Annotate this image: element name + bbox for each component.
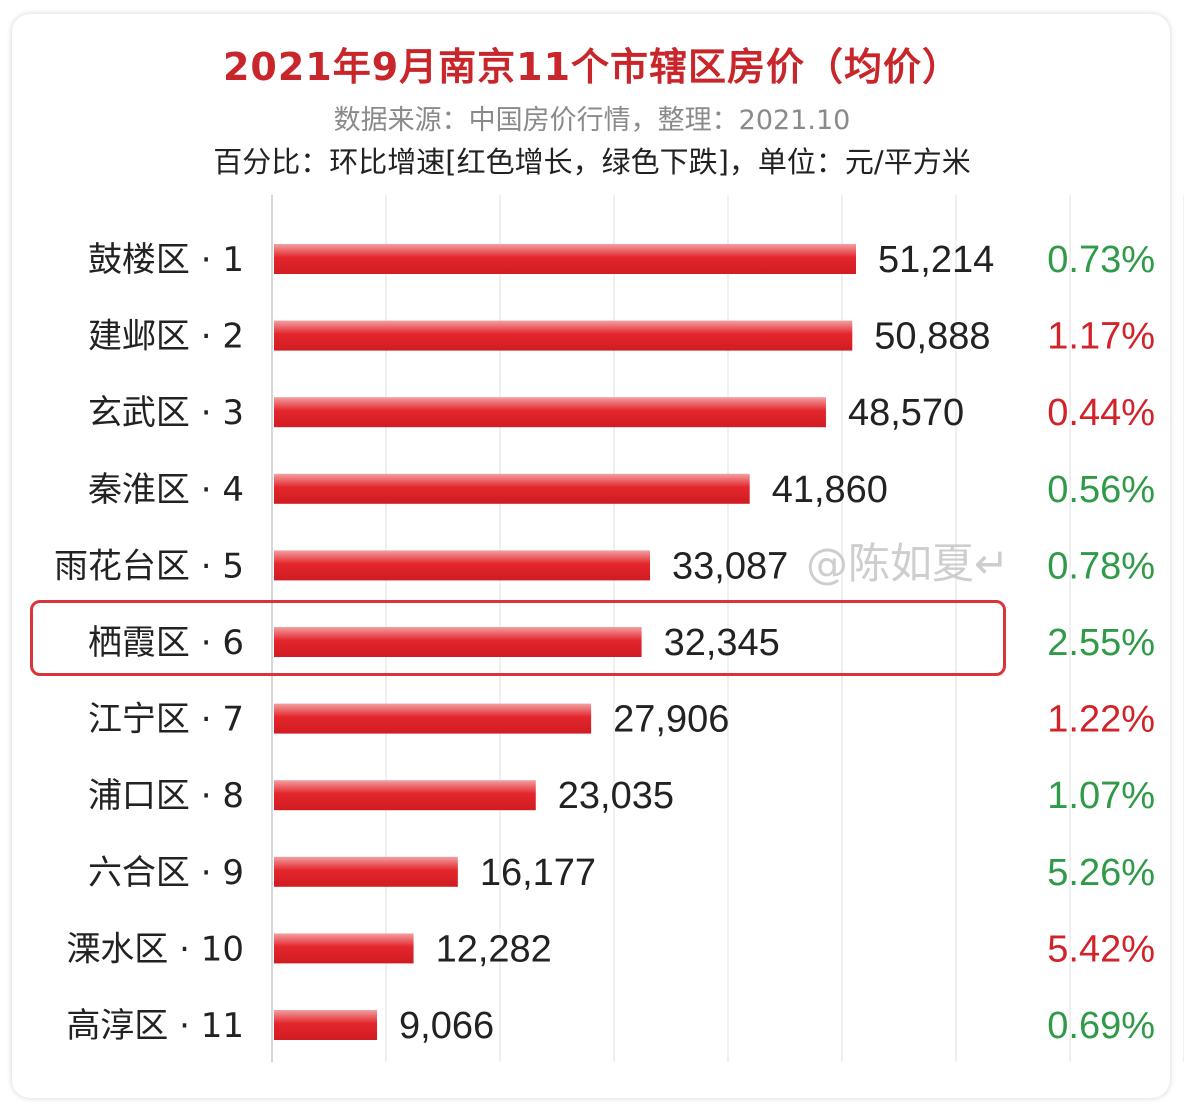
bar <box>274 397 826 428</box>
bar <box>274 1010 378 1040</box>
category-label: 六合区 · 9 <box>88 853 244 893</box>
chart-bars <box>274 244 856 1040</box>
highlight-box <box>30 600 1006 676</box>
value-label: 41,860 <box>772 469 888 511</box>
category-label: 高淳区 · 11 <box>66 1006 244 1046</box>
chart-subtitle: 百分比：环比增速[红色增长，绿色下跌]，单位：元/平方米 <box>213 145 971 179</box>
bar <box>274 627 642 657</box>
value-label: 51,214 <box>878 239 994 281</box>
value-label: 9,066 <box>399 1005 494 1047</box>
watermark: @陈如夏↵ <box>806 539 1010 588</box>
value-label: 16,177 <box>480 852 596 894</box>
category-label: 栖霞区 · 6 <box>88 623 244 663</box>
category-label: 浦口区 · 8 <box>88 776 244 816</box>
change-label: 1.17% <box>1047 316 1155 358</box>
change-label: 2.55% <box>1047 622 1155 664</box>
bar <box>274 550 651 581</box>
value-label: 23,035 <box>558 775 674 817</box>
value-label: 48,570 <box>848 392 964 434</box>
bar <box>274 244 856 274</box>
bar <box>274 473 750 504</box>
change-label: 0.78% <box>1047 545 1155 587</box>
category-label: 建邺区 · 2 <box>88 317 244 357</box>
value-label: 27,906 <box>613 699 729 741</box>
bar <box>274 703 592 734</box>
bar <box>274 780 536 811</box>
change-label: 1.22% <box>1047 699 1155 741</box>
category-label: 玄武区 · 3 <box>88 393 244 433</box>
change-label: 5.42% <box>1047 928 1155 970</box>
category-label: 鼓楼区 · 1 <box>88 240 244 280</box>
change-label: 1.07% <box>1047 775 1155 817</box>
value-label: 32,345 <box>664 622 780 664</box>
value-label: 12,282 <box>436 928 552 970</box>
chart-labels: 鼓楼区 · 1 51,214 0.73% 建邺区 · 2 50,888 1.17% 玄武区 … <box>54 239 1155 1047</box>
category-label: 溧水区 · 10 <box>66 929 244 969</box>
bar <box>274 933 414 964</box>
bar <box>274 856 458 887</box>
chart-title: 2021年9月南京11个市辖区房价（均价） <box>222 45 962 89</box>
value-label: 33,087 <box>672 545 788 587</box>
category-label: 江宁区 · 7 <box>88 700 244 740</box>
change-label: 0.56% <box>1047 469 1155 511</box>
change-label: 0.44% <box>1047 392 1155 434</box>
category-label: 雨花台区 · 5 <box>54 546 244 586</box>
category-label: 秦淮区 · 4 <box>88 470 244 510</box>
bar <box>274 320 853 351</box>
change-label: 5.26% <box>1047 852 1155 894</box>
chart-source: 数据来源：中国房价行情，整理：2021.10 <box>333 105 851 136</box>
change-label: 0.73% <box>1047 239 1155 281</box>
value-label: 50,888 <box>874 316 990 358</box>
change-label: 0.69% <box>1047 1005 1155 1047</box>
